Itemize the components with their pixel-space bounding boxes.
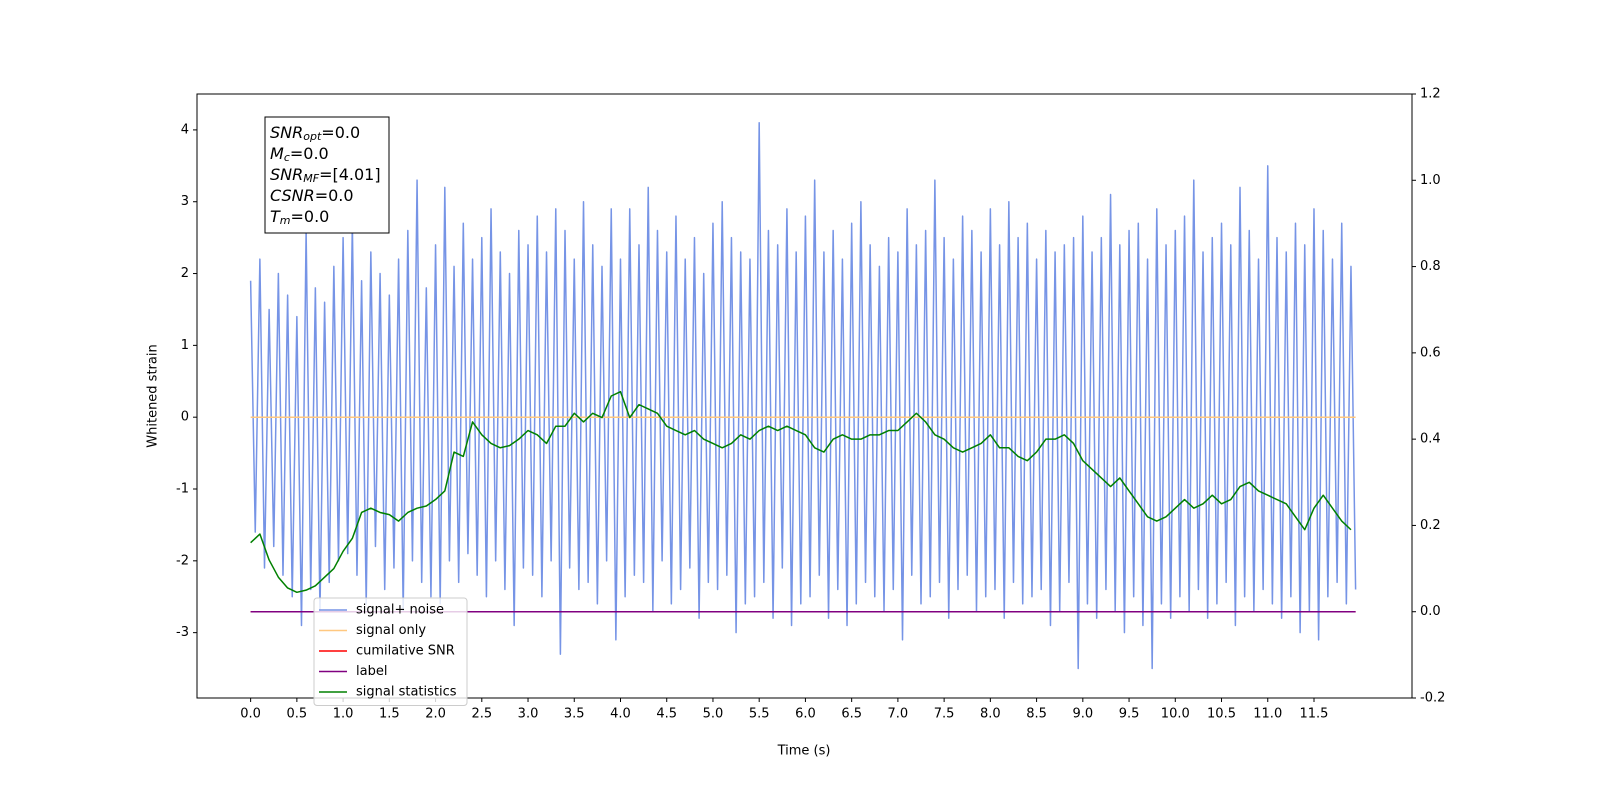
series-line	[249, 121, 1357, 670]
y2-tick-label: 0.8	[1420, 259, 1441, 274]
y-tick-label: -2	[176, 553, 189, 568]
annotation-symbol: CSNR	[270, 186, 315, 205]
annotation-line: Tm=0.0	[270, 207, 329, 228]
x-tick-label: 4.0	[610, 707, 631, 722]
annotation-line: CSNR=0.0	[270, 186, 354, 205]
x-tick-label: 10.0	[1161, 707, 1190, 722]
x-tick-label: 11.0	[1253, 707, 1282, 722]
annotation-subscript: c	[284, 151, 290, 164]
y2-tick-label: 0.2	[1420, 518, 1441, 533]
x-tick-label: 4.5	[656, 707, 677, 722]
y2-tick-label: 1.2	[1420, 87, 1441, 102]
series-line	[250, 390, 1352, 594]
annotation-line: SNRMF=[4.01]	[270, 165, 381, 186]
annotation-box: SNRopt=0.0Mc=0.0SNRMF=[4.01]CSNR=0.0Tm=0…	[264, 116, 390, 234]
y-tick-label: -1	[176, 482, 189, 497]
x-tick-label: 1.5	[379, 707, 400, 722]
x-tick-label: 6.0	[795, 707, 816, 722]
y2-tick-label: 1.0	[1420, 173, 1441, 188]
annotation-frame	[264, 116, 390, 234]
x-tick-label: 9.0	[1072, 707, 1093, 722]
x-tick-label: 5.0	[703, 707, 724, 722]
y-tick-label: 2	[181, 266, 189, 281]
x-tick-label: 0.0	[240, 707, 261, 722]
legend-label: signal+ noise	[356, 603, 444, 618]
legend-label: signal statistics	[356, 685, 457, 700]
y-tick-label: 1	[181, 338, 189, 353]
x-tick-label: 7.5	[934, 707, 955, 722]
annotation-line: Mc=0.0	[270, 144, 329, 165]
plot-frame	[196, 93, 1413, 699]
legend-frame	[313, 597, 468, 706]
x-tick-label: 11.5	[1300, 707, 1329, 722]
x-tick-label: 7.0	[888, 707, 909, 722]
annotation-value: =0.0	[291, 207, 330, 226]
x-tick-label: 9.5	[1119, 707, 1140, 722]
x-tick-label: 2.5	[471, 707, 492, 722]
y-tick-label: 3	[181, 194, 189, 209]
x-tick-label: 1.0	[333, 707, 354, 722]
legend-label: signal only	[356, 623, 426, 638]
x-tick-label: 5.5	[749, 707, 770, 722]
annotation-value: =0.0	[290, 144, 329, 163]
annotation-line: SNRopt=0.0	[270, 123, 360, 144]
x-tick-label: 8.5	[1026, 707, 1047, 722]
legend-label: label	[356, 664, 387, 679]
y2-tick-label: -0.2	[1420, 691, 1445, 706]
x-tick-label: 2.0	[425, 707, 446, 722]
annotation-symbol: T	[270, 207, 281, 226]
legend: signal+ noise signal only cumilative SNR la…	[313, 597, 468, 706]
y-tick-label: 0	[181, 410, 189, 425]
annotation-subscript: MF	[303, 172, 319, 185]
y-tick-label: 4	[181, 122, 189, 137]
annotation-value: =[4.01]	[319, 165, 381, 184]
y2-tick-label: 0.0	[1420, 604, 1441, 619]
legend-label: cumilative SNR	[356, 644, 455, 659]
x-axis-label: Time (s)	[777, 744, 831, 759]
annotation-value: =0.0	[321, 123, 360, 142]
annotation-symbol: SNR	[270, 123, 303, 142]
y-axis-label: Whitened strain	[146, 344, 161, 447]
annotation-value: =0.0	[315, 186, 354, 205]
y2-tick-label: 0.4	[1420, 432, 1441, 447]
annotation-subscript: m	[280, 214, 291, 227]
annotation-symbol: M	[270, 144, 284, 163]
x-tick-label: 6.5	[841, 707, 862, 722]
x-tick-label: 0.5	[287, 707, 308, 722]
x-tick-label: 8.0	[980, 707, 1001, 722]
x-tick-label: 10.5	[1207, 707, 1236, 722]
annotation-symbol: SNR	[270, 165, 303, 184]
y-tick-label: -3	[176, 625, 189, 640]
x-tick-label: 3.0	[518, 707, 539, 722]
y2-tick-label: 0.6	[1420, 345, 1441, 360]
x-tick-label: 3.5	[564, 707, 585, 722]
annotation-subscript: opt	[303, 130, 322, 143]
